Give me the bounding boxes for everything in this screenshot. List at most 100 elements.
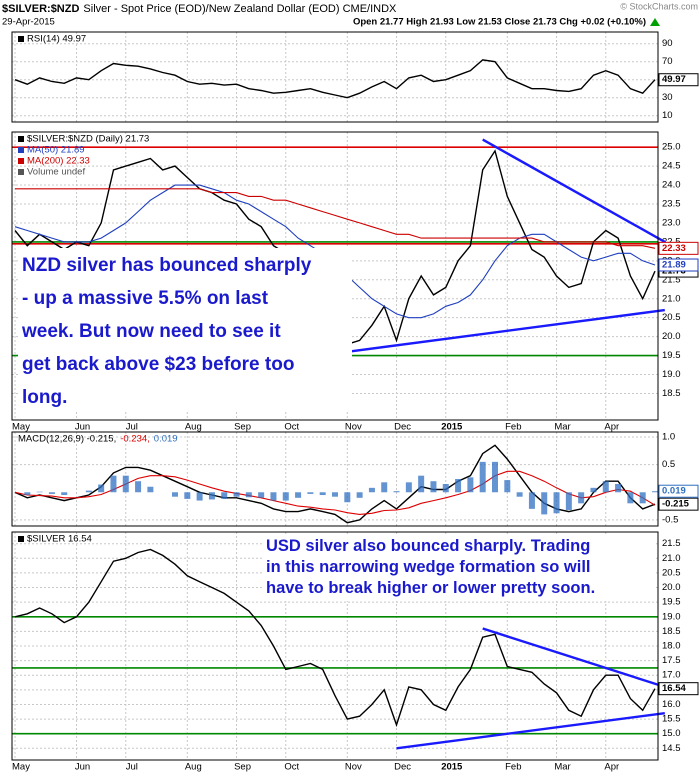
x-tick-label: Jun (75, 422, 90, 433)
x-tick-label: Dec (394, 422, 411, 433)
y-tick-label: 21.5 (662, 538, 681, 549)
y-tick-label: 25.0 (662, 142, 681, 153)
y-tick-label: 18.5 (662, 388, 681, 399)
histogram-bar (479, 461, 486, 493)
x-tick-label: Oct (284, 422, 299, 433)
histogram-bar (430, 481, 437, 493)
y-tick-label: 20.0 (662, 582, 681, 593)
legend-swatch (18, 136, 24, 142)
y-tick-label: 0.5 (662, 459, 675, 470)
series-line (15, 188, 656, 249)
y-tick-label: 18.0 (662, 641, 681, 652)
histogram-bar (36, 491, 43, 493)
histogram-bar (332, 492, 338, 497)
annotation-text: - up a massive 5.5% on last (22, 288, 269, 309)
histogram-bar (590, 487, 597, 493)
histogram-bar (541, 492, 548, 515)
value-box-label: 49.97 (662, 74, 686, 85)
value-box-label: 21.89 (662, 260, 686, 271)
y-tick-label: -0.5 (662, 514, 678, 525)
y-tick-label: 19.0 (662, 611, 681, 622)
trendline (482, 627, 666, 689)
y-tick-label: 30 (662, 92, 673, 103)
annotation-box (18, 248, 352, 412)
y-tick-label: 18.5 (662, 626, 681, 637)
x-tick-label: Dec (394, 762, 411, 773)
histogram-bar (504, 480, 511, 493)
histogram-bar (356, 492, 363, 498)
legend-swatch (18, 536, 24, 542)
y-tick-label: 15.5 (662, 714, 681, 725)
histogram-bar (98, 484, 105, 493)
histogram-bar (467, 477, 474, 493)
y-tick-label: 24.5 (662, 161, 681, 172)
histogram-bar (233, 492, 240, 497)
y-tick-label: 20.5 (662, 567, 681, 578)
value-box (658, 258, 699, 272)
x-tick-label: Jul (126, 762, 138, 773)
histogram-bar (245, 492, 252, 498)
x-tick-label: 2015 (441, 762, 463, 773)
histogram-bar (368, 487, 375, 493)
value-box (658, 497, 699, 511)
trendline (347, 308, 665, 353)
histogram-bar (381, 482, 388, 493)
legend-label: -0.234, (120, 434, 150, 445)
legend-label: $SILVER 16.54 (27, 534, 92, 545)
series-line (14, 59, 656, 99)
histogram-bar (442, 483, 449, 493)
histogram-bar (258, 492, 265, 498)
panel-border (11, 531, 659, 761)
x-tick-label: Sep (234, 762, 251, 773)
annotation-text: have to break higher or lower pretty soo… (266, 579, 595, 597)
value-box-label: 16.54 (662, 683, 686, 694)
legend-swatch (18, 169, 24, 175)
x-tick-label: Mar (554, 422, 570, 433)
x-tick-label: Feb (505, 762, 521, 773)
value-box (658, 484, 699, 498)
up-arrow (650, 18, 660, 26)
annotation-text: get back above $23 before too (22, 354, 294, 375)
histogram-bar (319, 492, 326, 496)
annotation-text: in this narrowing wedge formation so wil… (266, 558, 591, 576)
header-line: $SILVER:$NZD Silver - Spot Price (EOD)/Ne… (2, 3, 397, 15)
legend-swatch (18, 158, 24, 164)
histogram-bar (516, 492, 523, 497)
value-box-label: 22.33 (662, 243, 686, 254)
annotation-text: NZD silver has bounced sharply (22, 255, 312, 276)
histogram-bar (295, 492, 302, 498)
x-tick-label: Nov (345, 422, 362, 433)
x-tick-label: Feb (505, 422, 521, 433)
histogram-bar (652, 491, 658, 493)
histogram-bar (639, 492, 646, 504)
histogram-bar (553, 492, 560, 514)
x-tick-label: Nov (345, 762, 362, 773)
x-tick-label: 2015 (441, 422, 463, 433)
legend-swatch (18, 36, 24, 42)
histogram-bar (85, 490, 92, 493)
y-tick-label: 10 (662, 110, 673, 121)
histogram-bar (48, 492, 55, 494)
legend-label: 0.019 (154, 434, 178, 445)
annotation-box (262, 535, 654, 601)
histogram-bar (565, 492, 572, 510)
y-tick-label: 19.5 (662, 597, 681, 608)
histogram-bar (208, 492, 215, 500)
x-tick-label: May (12, 762, 30, 773)
histogram-bar (282, 492, 289, 501)
y-tick-label: 17.0 (662, 670, 681, 681)
histogram-bar (307, 492, 314, 494)
histogram-bar (172, 492, 178, 497)
x-tick-label: Apr (604, 762, 619, 773)
value-box-label: 0.019 (662, 486, 686, 497)
quote: Open 21.77 High 21.93 Low 21.53 Close 21… (353, 17, 646, 28)
series-line (14, 548, 656, 728)
y-tick-label: 23.0 (662, 217, 681, 228)
panel-border (11, 431, 659, 527)
annotation-text: week. But now need to see it (21, 321, 281, 342)
annotation-text: long. (22, 387, 67, 408)
histogram-bar (122, 475, 129, 493)
value-box (658, 73, 699, 87)
y-tick-label: 15.0 (662, 728, 681, 739)
